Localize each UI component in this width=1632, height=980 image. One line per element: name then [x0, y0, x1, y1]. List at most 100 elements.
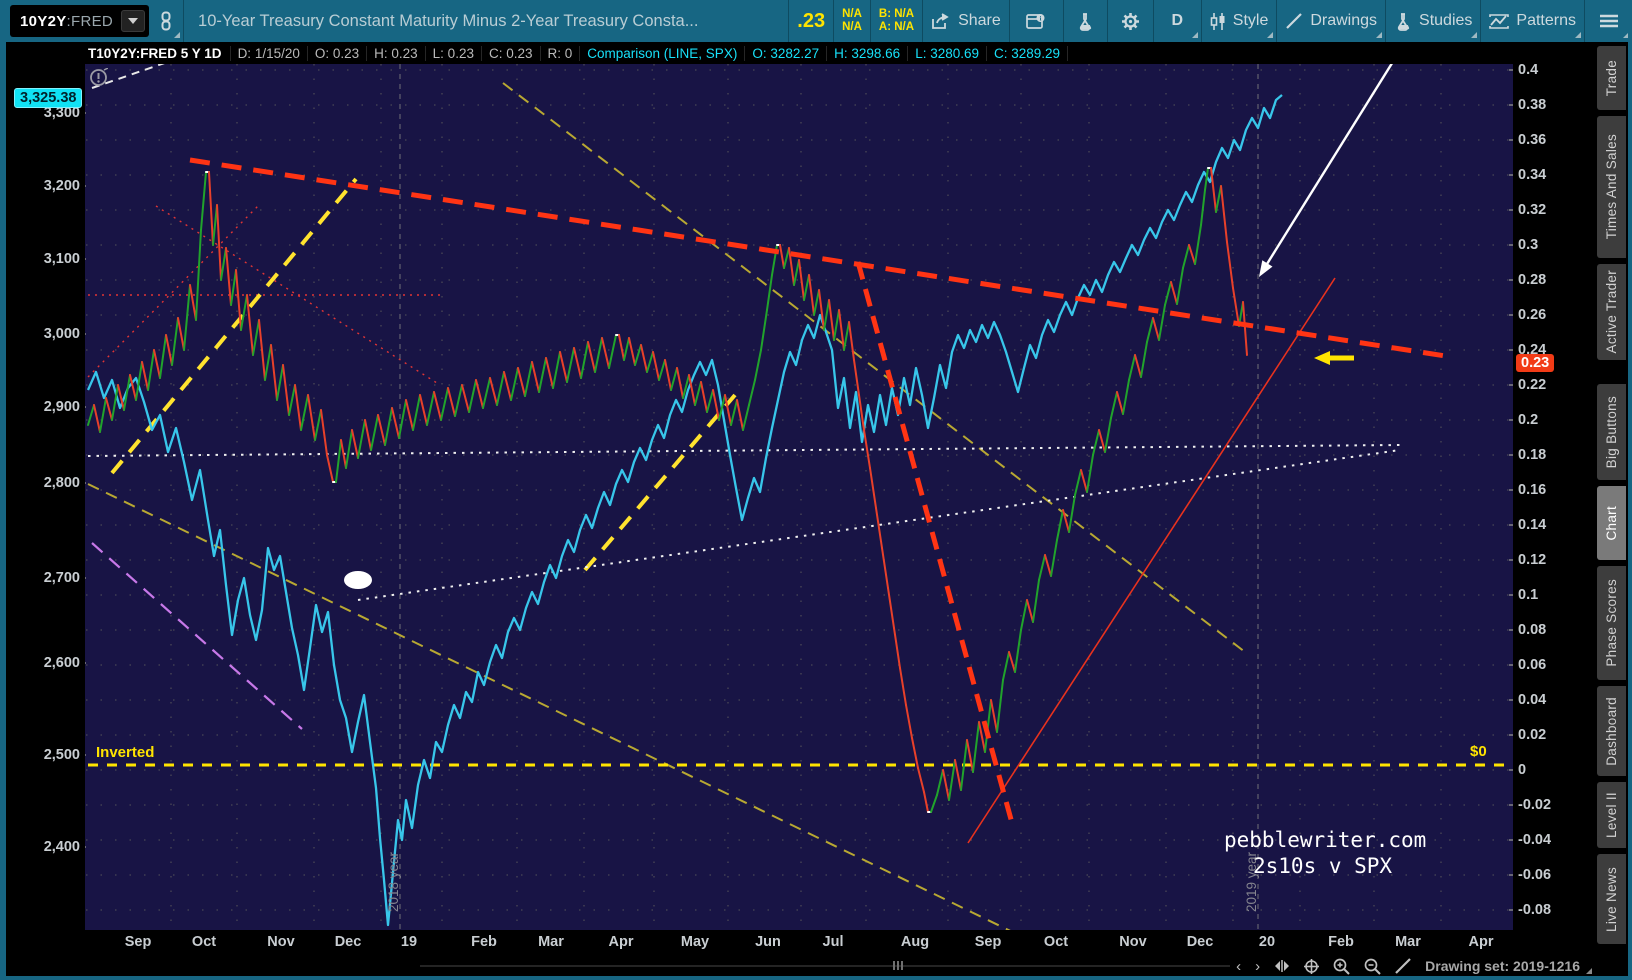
spx-last-price-badge: 3,325.38 — [14, 88, 83, 108]
time-axis-tick: Oct — [191, 934, 217, 950]
scroll-right-button[interactable]: › — [1255, 957, 1261, 975]
year-label-2018: 2018 year — [386, 851, 401, 912]
time-scrollbar-grip[interactable] — [893, 961, 903, 970]
window-edge-left — [0, 0, 6, 980]
right-axis-tick: 0.28 — [1518, 272, 1547, 288]
comparison-ohlc-field: C: 3289.29 — [987, 45, 1069, 61]
time-axis-tick: Mar — [1395, 934, 1421, 950]
time-axis-tick: Feb — [1328, 934, 1354, 950]
sidebar-tab-phase-scores[interactable]: Phase Scores — [1597, 566, 1626, 680]
ohlc-field: D: 1/15/20 — [231, 45, 308, 61]
patterns-button[interactable]: Patterns — [1480, 0, 1584, 42]
left-axis-tick: 2,700 — [43, 570, 80, 586]
timeframe-label: D — [1171, 12, 1184, 29]
drawings-button[interactable]: Drawings — [1276, 0, 1385, 42]
expand-timescale-icon[interactable] — [1274, 960, 1290, 972]
chart-menu-button[interactable] — [1584, 0, 1632, 42]
sidebar-tab-chart[interactable]: Chart — [1597, 486, 1626, 560]
t10y2y-last-value-badge: 0.23 — [1516, 354, 1555, 372]
share-button[interactable]: Share — [922, 0, 1009, 42]
left-price-axis[interactable]: 3,325.38 3,300 3,200 3,100 3,000 2,900 2,800 2… — [6, 64, 85, 930]
symbol-box[interactable]: 10Y2Y:FRED — [10, 5, 150, 37]
last-value-text: .23 — [797, 9, 826, 32]
sidebar-tab-label: Live News — [1604, 866, 1619, 932]
right-value-axis[interactable]: 0.23 0.4 0.38 0.36 0.34 0.32 0.3 0.28 0.26 0.24 0… — [1513, 42, 1596, 980]
left-axis-tick: 3,300 — [43, 105, 80, 121]
patterns-icon — [1489, 13, 1510, 30]
menu-icon — [1599, 14, 1618, 28]
crosshair-icon[interactable] — [1304, 958, 1320, 974]
timeframe-button[interactable]: D — [1152, 0, 1201, 42]
time-axis-tick: Sep — [974, 934, 1002, 950]
comparison-ohlc-fields: O: 3282.27 H: 3298.66 L: 3280.69 C: 3289.29 — [745, 45, 1069, 61]
time-axis-tick: Mar — [538, 934, 564, 950]
chart-plot-area[interactable] — [85, 64, 1513, 930]
link-charts-button[interactable] — [149, 0, 183, 42]
time-axis-tick: Jun — [755, 934, 781, 950]
sidebar-tab-label: Active Trader — [1604, 270, 1619, 354]
patterns-label: Patterns — [1516, 12, 1576, 29]
sidebar-tab-dashboard[interactable]: Dashboard — [1597, 686, 1626, 776]
inverted-label: Inverted — [96, 744, 155, 761]
right-axis-tick: 0.36 — [1518, 132, 1547, 148]
flask-icon — [1076, 12, 1094, 31]
zoom-in-icon[interactable] — [1333, 958, 1350, 975]
right-axis-tick: -0.06 — [1518, 867, 1552, 883]
drawing-set-selector[interactable]: Drawing set: 2019-1216 — [1425, 958, 1592, 974]
right-axis-tick: 0 — [1518, 762, 1527, 778]
drawing-tool-icon[interactable] — [1395, 958, 1411, 974]
chart-symbol-info: T10Y2Y:FRED 5 Y 1D — [88, 45, 231, 61]
sidebar-tab-trade[interactable]: Trade — [1597, 46, 1626, 110]
bid-value: B: N/A — [878, 8, 915, 20]
sidebar-tab-level-ii[interactable]: Level II — [1597, 782, 1626, 848]
time-axis-tick: Jul — [822, 934, 844, 950]
news-button[interactable]: i — [1008, 0, 1063, 42]
zoom-out-icon[interactable] — [1364, 958, 1381, 975]
time-axis-tick: 19 — [400, 934, 418, 950]
symbol-dropdown-button[interactable] — [121, 10, 146, 32]
ohlc-field: H: 0.23 — [367, 45, 426, 61]
settings-button[interactable] — [1106, 0, 1153, 42]
time-axis-tick: Dec — [1186, 934, 1214, 950]
bottom-toolbar: ‹ › Drawing set: 2019-1216 — [0, 956, 1632, 976]
window-edge-right — [1628, 0, 1632, 980]
time-axis-tick: Nov — [267, 934, 295, 950]
time-scrollbar-track[interactable] — [420, 965, 1230, 967]
chevron-down-icon — [128, 18, 139, 24]
left-axis-tick: 3,200 — [43, 178, 80, 194]
sidebar-tab-label: Dashboard — [1604, 696, 1619, 766]
studies-button[interactable]: Studies — [1385, 0, 1480, 42]
left-axis-tick: 2,400 — [43, 839, 80, 855]
ohlc-field: O: 0.23 — [308, 45, 368, 61]
scroll-left-button[interactable]: ‹ — [1236, 957, 1242, 975]
right-axis-tick: 0.32 — [1518, 202, 1547, 218]
symbol-exchange: :FRED — [66, 12, 114, 30]
left-axis-tick: 2,500 — [43, 747, 80, 763]
time-axis-tick: Feb — [471, 934, 497, 950]
sidebar-tab-live-news[interactable]: Live News — [1597, 854, 1626, 944]
drawings-label: Drawings — [1310, 12, 1378, 29]
sidebar-tab-active-trader[interactable]: Active Trader — [1597, 264, 1626, 360]
time-axis-tick: Apr — [1468, 934, 1494, 950]
right-axis-tick: 0.38 — [1518, 97, 1547, 113]
analyze-button[interactable] — [1062, 0, 1107, 42]
time-axis-tick: Nov — [1119, 934, 1147, 950]
share-label: Share — [958, 12, 1001, 29]
right-axis-tick: 0.12 — [1518, 552, 1547, 568]
chart-status-bar: T10Y2Y:FRED 5 Y 1D D: 1/15/20 O: 0.23 H: 0… — [6, 42, 1596, 64]
sidebar-tab-big-buttons[interactable]: Big Buttons — [1597, 384, 1626, 480]
style-button[interactable]: Style — [1200, 0, 1277, 42]
news-info-icon: i — [1026, 13, 1046, 30]
zero-dollar-label: $0 — [1470, 743, 1487, 760]
sidebar-tab-times-and-sales[interactable]: Times And Sales — [1597, 116, 1626, 258]
ask-value: A: N/A — [878, 21, 915, 33]
right-axis-tick: 0.3 — [1518, 237, 1539, 253]
time-axis[interactable]: Sep Oct Nov Dec 19 Feb Mar Apr May Jun Jul Aug Sep Oc… — [6, 930, 1596, 956]
left-axis-tick: 3,000 — [43, 326, 80, 342]
comparison-ohlc-field: H: 3298.66 — [827, 45, 909, 61]
time-axis-tick: Apr — [608, 934, 634, 950]
time-axis-tick: May — [680, 934, 710, 950]
last-value: .23 — [788, 0, 833, 42]
svg-text:i: i — [1040, 15, 1042, 22]
alert-disabled-icon[interactable] — [89, 67, 109, 92]
